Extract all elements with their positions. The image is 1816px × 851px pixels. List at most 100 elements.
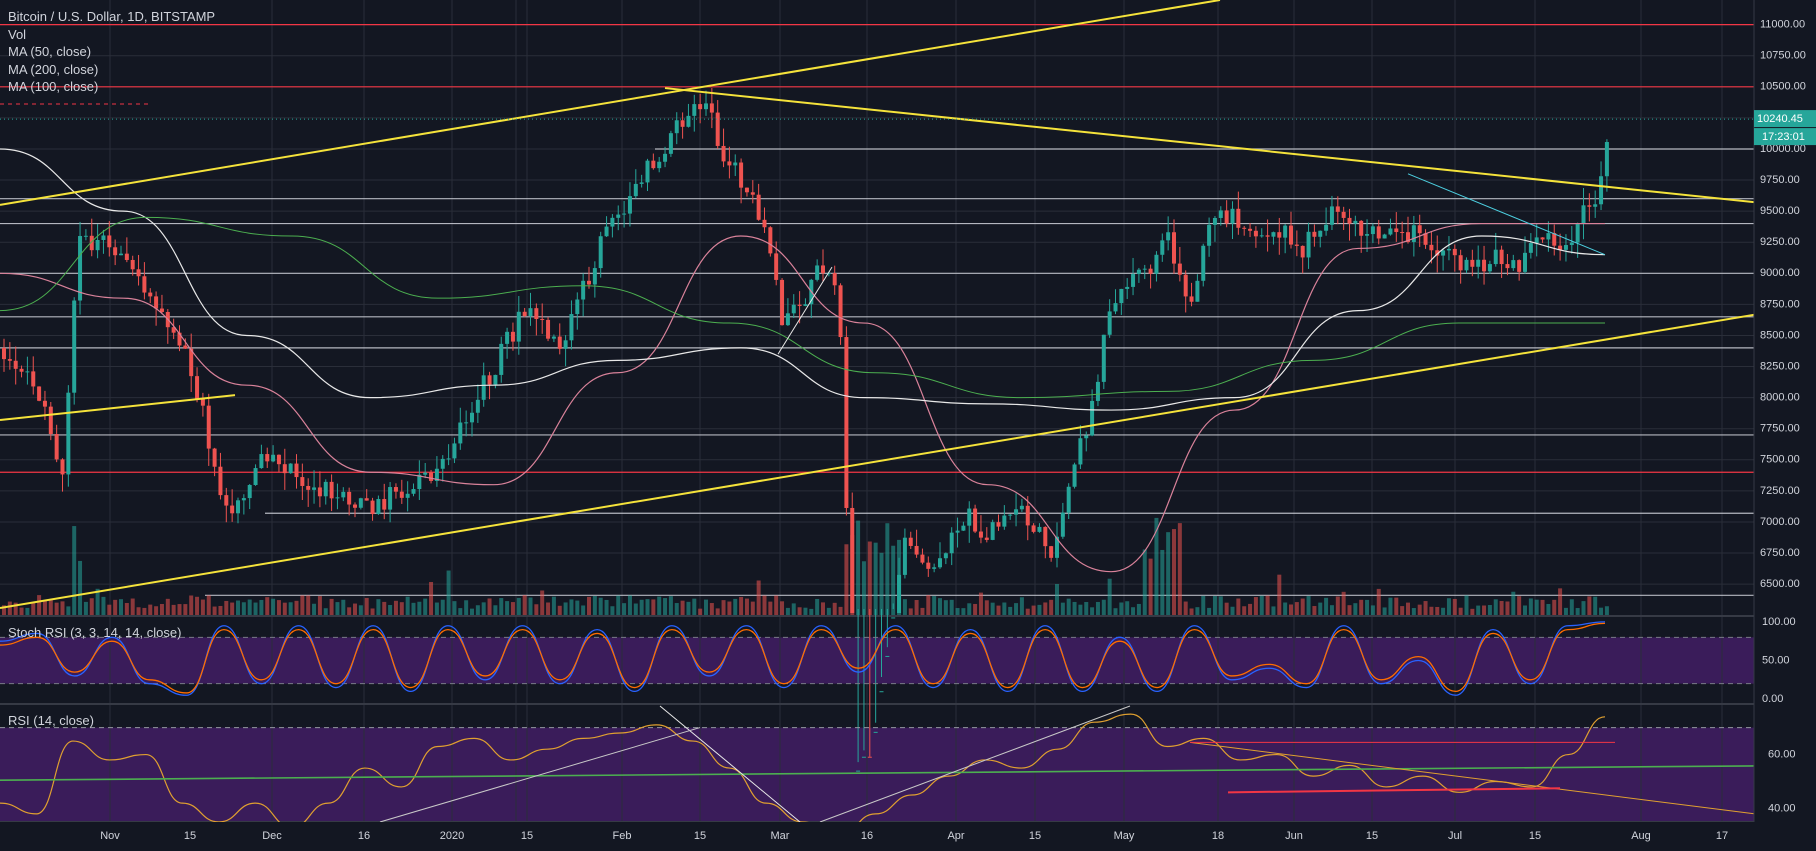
candle-body <box>1177 263 1182 275</box>
candle-body <box>885 655 890 657</box>
volume-bar <box>393 600 398 615</box>
candle-body <box>1511 260 1516 269</box>
candle-body <box>60 459 65 475</box>
volume-bar <box>610 606 615 615</box>
volume-bar <box>1271 606 1276 615</box>
volume-legend[interactable]: Vol <box>8 26 27 42</box>
candle-body <box>563 340 568 349</box>
candle-body <box>610 217 615 227</box>
candle-body <box>1493 249 1498 265</box>
candle-body <box>639 182 644 184</box>
candle-body <box>107 235 112 248</box>
candle-body <box>1599 176 1604 205</box>
volume-bar <box>803 607 808 615</box>
candle-body <box>95 239 100 251</box>
volume-bar <box>768 601 773 615</box>
volume-bar <box>663 598 668 615</box>
rsi-label[interactable]: RSI (14, close) <box>8 713 94 728</box>
volume-bar <box>1324 597 1329 615</box>
candle-body <box>774 253 779 280</box>
volume-bar <box>1452 598 1457 615</box>
volume-bar <box>1014 603 1019 615</box>
ma100-legend[interactable]: MA (100, close) <box>8 79 99 94</box>
volume-bar <box>587 596 591 615</box>
volume-bar <box>1318 602 1323 615</box>
volume-bar <box>569 599 574 615</box>
stoch-tick-label: 0.00 <box>1762 693 1783 705</box>
candle-body <box>996 522 1001 527</box>
volume-bar <box>464 600 469 615</box>
volume-bar <box>423 598 428 615</box>
volume-bar <box>604 599 609 615</box>
volume-bar <box>195 596 200 615</box>
candle-body <box>826 273 831 275</box>
volume-bar <box>48 600 53 615</box>
volume-bar <box>1353 603 1358 615</box>
volume-bar <box>844 544 849 615</box>
candle-body <box>1575 223 1580 243</box>
volume-bar <box>411 602 416 615</box>
ma200-legend[interactable]: MA (200, close) <box>8 61 99 77</box>
volume-bar <box>616 595 621 615</box>
candle-body <box>587 280 591 285</box>
candle-body <box>470 412 474 423</box>
volume-bar <box>265 597 270 615</box>
time-tick-label: Mar <box>771 830 790 842</box>
candle-body <box>1154 254 1159 274</box>
volume-bar <box>1411 608 1416 615</box>
stoch-band <box>0 637 1754 684</box>
volume-bar <box>575 600 580 615</box>
candle-body <box>300 477 305 486</box>
volume-bar <box>1306 596 1311 615</box>
candle-body <box>516 311 521 342</box>
candle-body <box>1581 205 1586 224</box>
candle-body <box>1014 509 1019 515</box>
candle-body <box>581 280 586 300</box>
volume-bar <box>1429 606 1434 615</box>
stoch-rsi-label[interactable]: Stoch RSI (3, 3, 14, 14, close) <box>8 625 182 640</box>
candle-body <box>54 433 59 460</box>
volume-bar <box>1528 598 1533 615</box>
candle-body <box>721 145 726 162</box>
candle-body <box>1394 228 1399 233</box>
candle-body <box>1552 233 1557 246</box>
candle-body <box>867 756 872 758</box>
candle-body <box>680 120 685 127</box>
candle-body <box>288 463 293 474</box>
time-tick-label: Jun <box>1285 830 1303 842</box>
volume-bar <box>744 598 749 615</box>
last-price-badge <box>1754 110 1816 128</box>
candle-body <box>154 296 159 309</box>
candle-body <box>230 505 235 514</box>
candle-body <box>540 319 545 321</box>
candle-body <box>1476 259 1481 267</box>
volume-bar <box>1002 602 1007 615</box>
candle-body <box>42 400 47 407</box>
volume-bar <box>1183 601 1188 615</box>
volume-bar <box>83 601 88 615</box>
volume-bar <box>276 600 281 615</box>
candle-body <box>879 691 884 693</box>
candle-body <box>2 347 6 360</box>
price-tick-label: 7750.00 <box>1760 423 1800 435</box>
candle-body <box>861 756 866 758</box>
candle-body <box>464 422 469 424</box>
ma50-legend[interactable]: MA (50, close) <box>8 44 92 59</box>
candle-body <box>276 454 281 465</box>
volume-bar <box>1201 595 1206 615</box>
volume-bar <box>1043 602 1048 615</box>
volume-bar <box>1417 604 1422 615</box>
volume-bar <box>832 602 837 615</box>
volume-bar <box>317 596 322 615</box>
volume-bar <box>1341 591 1346 615</box>
volume-bar <box>1066 598 1071 615</box>
candle-body <box>838 285 843 338</box>
candle-body <box>1125 286 1130 289</box>
candle-body <box>744 187 749 193</box>
volume-bar <box>1224 602 1229 615</box>
candle-body <box>961 525 966 531</box>
symbol-title[interactable]: Bitcoin / U.S. Dollar, 1D, BITSTAMP <box>8 9 216 24</box>
ma100-line <box>0 148 1606 411</box>
